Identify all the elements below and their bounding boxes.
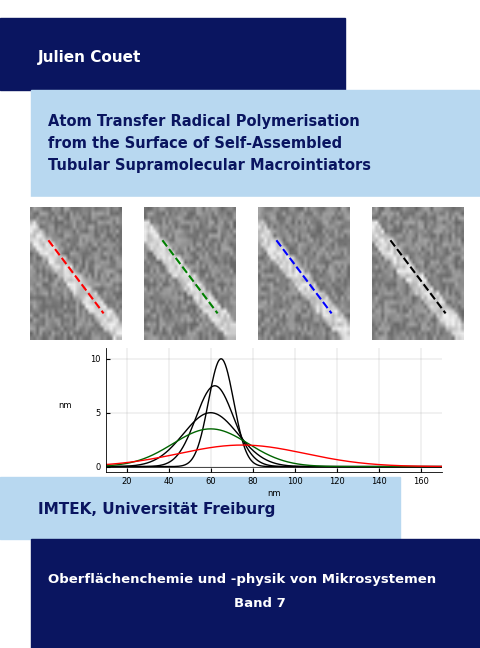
Text: Band 7: Band 7 bbox=[234, 597, 286, 610]
Text: Mₙ: 400g/mol: Mₙ: 400g/mol bbox=[33, 330, 80, 336]
Text: Mₙ: 8000g/mol: Mₙ: 8000g/mol bbox=[375, 330, 426, 336]
Bar bbox=[31, 90, 479, 197]
Text: from the Surface of Self-Assembled: from the Surface of Self-Assembled bbox=[48, 136, 342, 151]
Text: Mₙ: 6000g/mol: Mₙ: 6000g/mol bbox=[261, 330, 312, 336]
Text: L: 25nm: L: 25nm bbox=[375, 320, 404, 326]
FancyArrow shape bbox=[352, 266, 370, 281]
Text: Julien Couet: Julien Couet bbox=[38, 50, 142, 65]
Y-axis label: nm: nm bbox=[59, 401, 72, 410]
FancyArrow shape bbox=[238, 266, 256, 281]
Text: Mₙ: 1800g/mol: Mₙ: 1800g/mol bbox=[147, 330, 198, 336]
Bar bbox=[0, 477, 400, 539]
Text: L: 60nm: L: 60nm bbox=[147, 320, 176, 326]
Bar bbox=[0, 197, 480, 477]
X-axis label: nm: nm bbox=[267, 489, 280, 498]
Text: Tubular Supramolecular Macrointiators: Tubular Supramolecular Macrointiators bbox=[48, 158, 371, 173]
Text: L: 40nm: L: 40nm bbox=[261, 320, 289, 326]
FancyArrow shape bbox=[124, 266, 142, 281]
Text: Atom Transfer Radical Polymerisation: Atom Transfer Radical Polymerisation bbox=[48, 114, 360, 129]
Text: L: 120nm: L: 120nm bbox=[33, 320, 66, 326]
Text: Oberflächenchemie und -physik von Mikrosystemen: Oberflächenchemie und -physik von Mikros… bbox=[48, 573, 436, 586]
Bar bbox=[31, 539, 479, 648]
Bar bbox=[0, 18, 345, 90]
Text: IMTEK, Universität Freiburg: IMTEK, Universität Freiburg bbox=[38, 502, 276, 516]
